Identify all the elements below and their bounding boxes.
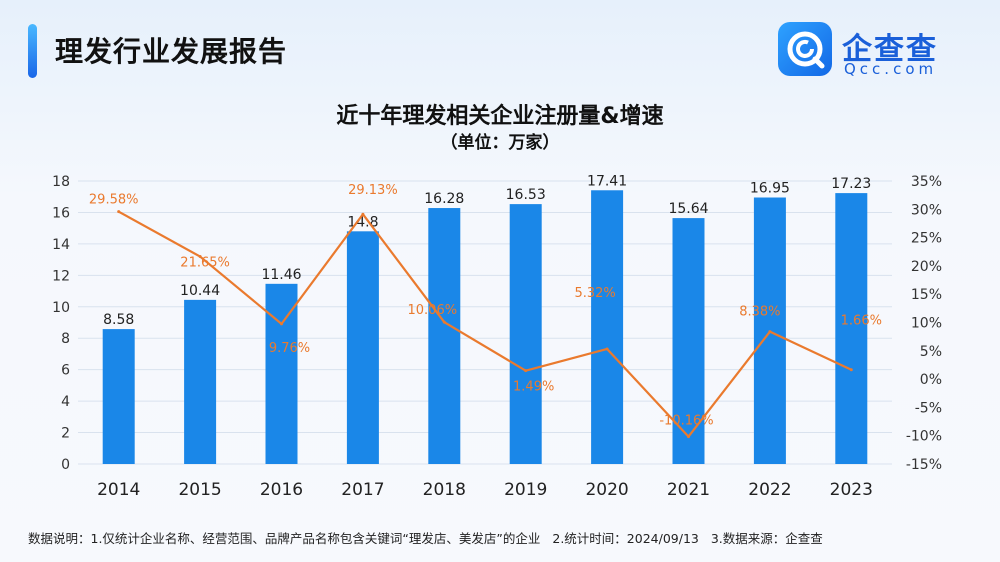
bar-value-label: 17.23 — [831, 176, 871, 192]
x-tick-label: 2020 — [585, 480, 628, 500]
y-left-tick: 8 — [61, 331, 70, 347]
line-point — [605, 347, 609, 351]
combo-chart: 0 2 4 6 8 10 12 14 16 18 -15% -10% -5% 0% 5% 10% 15% 20% 2… — [52, 173, 942, 500]
y-left-tick: 16 — [52, 205, 70, 221]
line-point — [198, 255, 202, 259]
footnote: 数据说明：1.仅统计企业名称、经营范围、品牌产品名称包含关键词“理发店、美发店”… — [28, 528, 831, 547]
y-right-tick: 10% — [911, 316, 942, 332]
page-title: 理发行业发展报告 — [55, 35, 288, 68]
y-right-tick: 0% — [920, 372, 942, 388]
bar — [346, 231, 379, 464]
logo-url: Qcc.com — [844, 60, 938, 78]
x-tick-label: 2019 — [504, 480, 547, 500]
bar — [265, 283, 298, 464]
line-point — [687, 435, 690, 439]
y-right-tick: 5% — [920, 344, 942, 360]
x-tick-label: 2015 — [178, 480, 221, 500]
y-left-tick: 0 — [61, 457, 70, 473]
bar-value-label: 10.44 — [180, 283, 220, 299]
y-left-tick: 4 — [61, 394, 70, 410]
line-value-label: 21.65% — [180, 256, 230, 271]
y-left-tick: 2 — [61, 426, 70, 442]
y-left-tick: 12 — [52, 268, 70, 284]
line-point — [280, 322, 283, 326]
y-right-tick: -5% — [915, 400, 942, 416]
bar-value-label: 16.28 — [424, 191, 464, 207]
bar-value-label: 15.64 — [668, 201, 708, 217]
bar-value-label: 16.53 — [506, 187, 546, 203]
line-point — [524, 369, 528, 373]
header-accent-bar — [28, 24, 37, 78]
y-right-tick: 15% — [911, 287, 942, 303]
logo-name: 企查查 — [842, 32, 938, 67]
bar — [184, 299, 217, 464]
bar-value-label: 16.95 — [750, 181, 790, 197]
line-point — [849, 368, 853, 372]
brand-logo: 企查查 Qcc.com — [778, 22, 978, 82]
qcc-logo-icon — [778, 22, 832, 76]
line-point — [442, 320, 446, 324]
y-left-tick: 18 — [52, 174, 70, 190]
line-value-label: 10.06% — [408, 303, 458, 318]
footnote-item: 2.统计时间：2024/09/13 — [552, 531, 699, 546]
x-tick-label: 2021 — [667, 480, 710, 500]
line-value-label: 5.32% — [574, 286, 615, 301]
x-tick-label: 2018 — [423, 480, 466, 500]
y-right-tick: 30% — [911, 202, 942, 218]
y-left-tick: 14 — [52, 237, 70, 253]
x-tick-label: 2023 — [830, 480, 873, 500]
chart-title: 近十年理发相关企业注册量&增速 — [336, 104, 664, 129]
bar-value-label: 8.58 — [103, 312, 134, 328]
bar — [509, 204, 542, 464]
footnote-item: 3.数据来源：企查查 — [710, 531, 823, 546]
line-value-label: 8.38% — [739, 305, 780, 320]
footnote-item: 数据说明：1.仅统计企业名称、经营范围、品牌产品名称包含关键词“理发店、美发店”… — [28, 531, 541, 546]
bar — [428, 208, 461, 464]
line-point — [361, 212, 365, 216]
bar-value-label: 17.41 — [587, 173, 627, 189]
line-value-label: 9.76% — [269, 341, 310, 356]
y-right-tick: -10% — [906, 429, 942, 445]
bar — [591, 190, 624, 464]
y-right-tick: 25% — [911, 231, 942, 247]
line-point — [768, 330, 772, 334]
line-value-label: 29.13% — [348, 183, 398, 198]
x-tick-label: 2016 — [260, 480, 303, 500]
growth-line — [118, 210, 852, 438]
y-right-tick: 35% — [911, 174, 942, 190]
x-tick-label: 2014 — [97, 480, 140, 500]
bar — [835, 193, 868, 464]
line-value-label: 1.49% — [513, 380, 554, 395]
bar-value-label: 11.46 — [261, 267, 301, 283]
line-point — [117, 210, 121, 214]
y-left-tick: 6 — [61, 363, 70, 379]
x-tick-label: 2017 — [341, 480, 384, 500]
chart-subtitle: （单位：万家） — [440, 133, 560, 153]
line-value-label: 29.58% — [89, 193, 139, 208]
bar — [102, 329, 135, 464]
y-right-tick: 20% — [911, 259, 942, 275]
y-left-tick: 10 — [52, 300, 70, 316]
x-tick-label: 2022 — [748, 480, 791, 500]
line-value-label: 1.66% — [841, 314, 882, 329]
line-value-label: -10.16% — [659, 414, 713, 429]
y-right-tick: -15% — [906, 457, 942, 473]
